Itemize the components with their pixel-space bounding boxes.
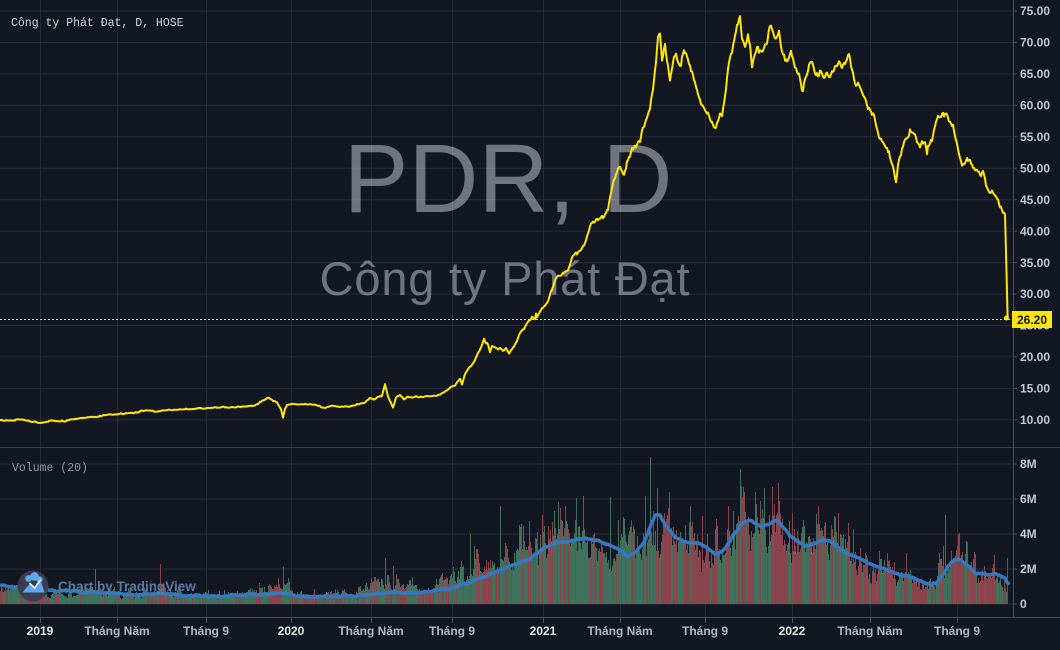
svg-text:2M: 2M <box>1020 562 1037 576</box>
svg-text:10.00: 10.00 <box>1020 413 1050 427</box>
svg-text:2021: 2021 <box>530 624 557 638</box>
svg-text:75.00: 75.00 <box>1020 4 1050 18</box>
svg-text:35.00: 35.00 <box>1020 256 1050 270</box>
svg-text:6M: 6M <box>1020 492 1037 506</box>
svg-text:20.00: 20.00 <box>1020 350 1050 364</box>
svg-text:0: 0 <box>1020 597 1027 611</box>
svg-text:Tháng 9: Tháng 9 <box>934 624 980 638</box>
svg-text:60.00: 60.00 <box>1020 99 1050 113</box>
svg-text:2019: 2019 <box>27 624 54 638</box>
svg-text:Volume (20): Volume (20) <box>12 462 88 475</box>
svg-text:8M: 8M <box>1020 457 1037 471</box>
svg-text:PDR, D: PDR, D <box>344 124 673 233</box>
svg-text:55.00: 55.00 <box>1020 130 1050 144</box>
svg-text:Công ty Phát Đạt: Công ty Phát Đạt <box>320 252 691 305</box>
svg-text:Tháng Năm: Tháng Năm <box>837 624 902 638</box>
svg-text:Công ty Phát Đạt, D, HOSE: Công ty Phát Đạt, D, HOSE <box>11 17 184 30</box>
svg-text:Tháng Năm: Tháng Năm <box>587 624 652 638</box>
svg-text:2022: 2022 <box>779 624 806 638</box>
svg-text:40.00: 40.00 <box>1020 224 1050 238</box>
svg-text:Tháng 9: Tháng 9 <box>682 624 728 638</box>
svg-text:2020: 2020 <box>278 624 305 638</box>
svg-text:Chart by TradingView: Chart by TradingView <box>58 579 196 594</box>
svg-text:50.00: 50.00 <box>1020 161 1050 175</box>
svg-text:70.00: 70.00 <box>1020 36 1050 50</box>
svg-text:Tháng 9: Tháng 9 <box>183 624 229 638</box>
svg-text:26.20: 26.20 <box>1017 313 1047 327</box>
svg-text:4M: 4M <box>1020 527 1037 541</box>
svg-text:65.00: 65.00 <box>1020 67 1050 81</box>
svg-text:Tháng 9: Tháng 9 <box>429 624 475 638</box>
svg-text:45.00: 45.00 <box>1020 193 1050 207</box>
svg-text:Tháng Năm: Tháng Năm <box>84 624 149 638</box>
svg-text:Tháng Năm: Tháng Năm <box>338 624 403 638</box>
svg-text:15.00: 15.00 <box>1020 382 1050 396</box>
svg-text:30.00: 30.00 <box>1020 287 1050 301</box>
